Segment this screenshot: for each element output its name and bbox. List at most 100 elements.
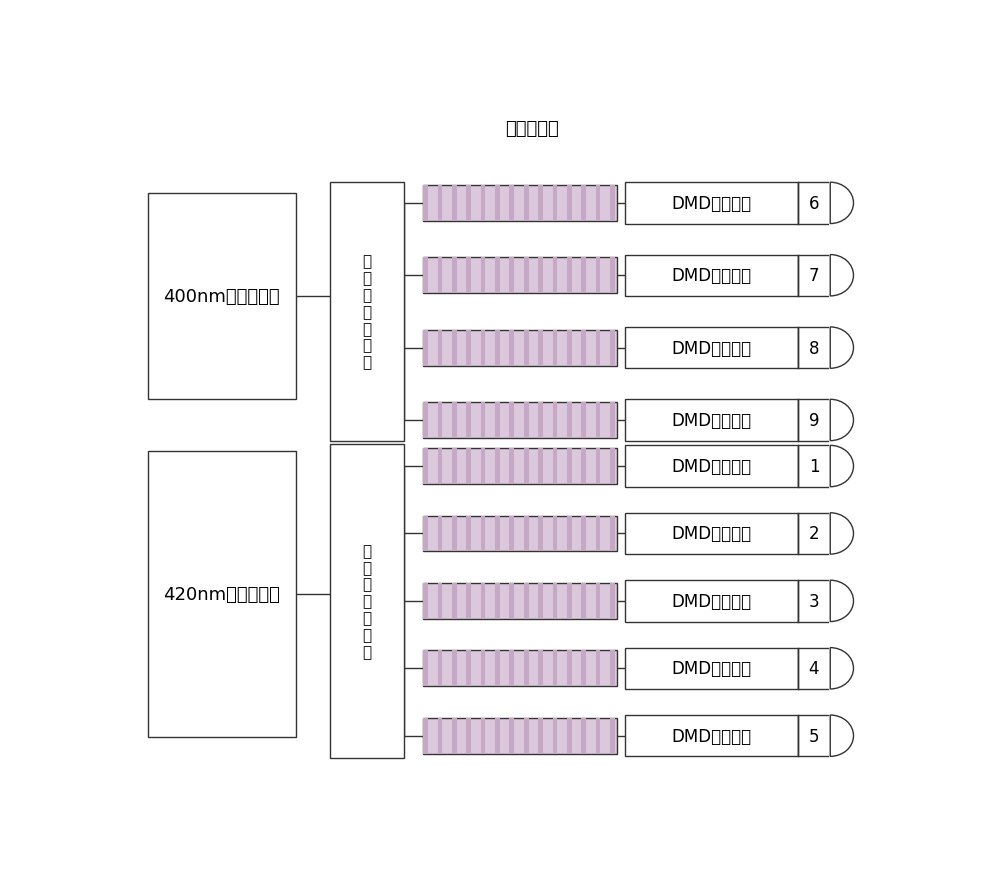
Bar — [581, 258, 586, 294]
Text: 1: 1 — [809, 458, 819, 476]
Bar — [610, 186, 615, 222]
Wedge shape — [830, 648, 854, 689]
Text: DMD投影单元: DMD投影单元 — [671, 267, 751, 285]
Text: 光纤导光管: 光纤导光管 — [505, 121, 559, 139]
Bar — [610, 718, 615, 754]
Bar — [553, 718, 557, 754]
Bar — [466, 651, 471, 687]
Bar — [581, 402, 586, 438]
Bar — [553, 186, 557, 222]
Text: DMD投影单元: DMD投影单元 — [671, 411, 751, 429]
Bar — [610, 402, 615, 438]
Bar — [481, 330, 485, 367]
Bar — [495, 402, 500, 438]
Bar — [466, 718, 471, 754]
Bar — [538, 258, 543, 294]
Bar — [423, 516, 617, 552]
Text: 420nm光源发生器: 420nm光源发生器 — [163, 586, 280, 603]
Bar — [538, 330, 543, 367]
Bar — [567, 651, 572, 687]
Text: 7: 7 — [809, 267, 819, 285]
Bar — [509, 449, 514, 485]
Bar — [423, 516, 428, 552]
Bar — [438, 449, 442, 485]
Bar — [495, 583, 500, 619]
Bar — [495, 651, 500, 687]
Bar — [438, 651, 442, 687]
Bar — [581, 583, 586, 619]
Bar — [798, 715, 830, 756]
Bar — [423, 186, 428, 222]
Bar — [438, 516, 442, 552]
Bar — [509, 330, 514, 367]
Text: DMD投影单元: DMD投影单元 — [671, 195, 751, 213]
Bar — [553, 258, 557, 294]
Bar — [553, 651, 557, 687]
Text: 2: 2 — [809, 525, 819, 543]
Bar — [481, 402, 485, 438]
Bar — [567, 449, 572, 485]
Bar — [610, 651, 615, 687]
Bar — [596, 402, 600, 438]
Text: 400nm光源发生器: 400nm光源发生器 — [164, 288, 280, 306]
Bar — [610, 449, 615, 485]
Bar — [581, 186, 586, 222]
Bar — [452, 651, 457, 687]
Wedge shape — [830, 715, 854, 756]
Text: 3: 3 — [809, 592, 819, 611]
Bar — [798, 327, 830, 369]
Bar — [524, 516, 529, 552]
Bar — [596, 330, 600, 367]
Bar — [625, 580, 798, 622]
Bar — [495, 258, 500, 294]
Bar — [481, 186, 485, 222]
Text: DMD投影单元: DMD投影单元 — [671, 660, 751, 678]
Bar — [524, 449, 529, 485]
Bar — [481, 583, 485, 619]
Bar — [798, 256, 830, 297]
Bar — [538, 402, 543, 438]
Bar — [524, 186, 529, 222]
Bar — [553, 449, 557, 485]
Wedge shape — [830, 183, 854, 224]
Bar — [625, 513, 798, 554]
Bar — [423, 402, 617, 438]
Bar — [524, 402, 529, 438]
Bar — [596, 651, 600, 687]
Bar — [596, 718, 600, 754]
Bar — [423, 258, 428, 294]
Bar — [423, 651, 428, 687]
Bar — [438, 258, 442, 294]
Bar — [553, 583, 557, 619]
Bar — [553, 330, 557, 367]
Bar — [553, 402, 557, 438]
Text: 5: 5 — [809, 727, 819, 745]
Bar — [438, 718, 442, 754]
Bar — [509, 186, 514, 222]
Bar — [538, 583, 543, 619]
Bar — [423, 186, 617, 222]
Bar — [524, 651, 529, 687]
Text: DMD投影单元: DMD投影单元 — [671, 727, 751, 745]
Text: 星
型
光
纤
耦
合
器: 星 型 光 纤 耦 合 器 — [363, 544, 372, 659]
Bar — [581, 449, 586, 485]
Text: DMD投影单元: DMD投影单元 — [671, 525, 751, 543]
Bar — [509, 258, 514, 294]
Bar — [581, 718, 586, 754]
Bar — [452, 258, 457, 294]
Bar — [423, 718, 617, 754]
Text: DMD投影单元: DMD投影单元 — [671, 458, 751, 476]
Bar — [423, 449, 617, 485]
Bar — [798, 183, 830, 224]
Bar — [610, 258, 615, 294]
Bar — [452, 449, 457, 485]
Bar — [148, 193, 296, 400]
Bar — [798, 400, 830, 441]
Bar — [596, 258, 600, 294]
Bar — [509, 583, 514, 619]
Text: 9: 9 — [809, 411, 819, 429]
Bar — [452, 402, 457, 438]
Bar — [596, 583, 600, 619]
Bar — [625, 446, 798, 487]
Wedge shape — [830, 580, 854, 622]
